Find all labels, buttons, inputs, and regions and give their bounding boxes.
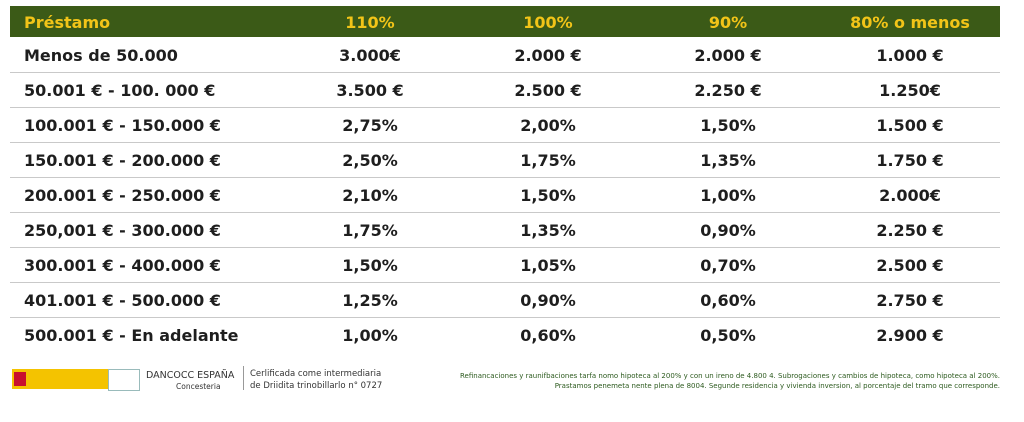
cell-value: 3.000€ (339, 46, 401, 65)
cell-value: 2,00% (520, 116, 576, 135)
cell-value: 1.000 € (876, 46, 944, 65)
cell-value: 2.500 € (514, 81, 582, 100)
note-line: Prastamos penemeta nente plena de 8004. … (554, 382, 1000, 390)
cell-value: 0,90% (700, 221, 756, 240)
cell-value: 0,70% (700, 256, 756, 275)
divider (243, 366, 244, 390)
cell-value: 1,05% (520, 256, 576, 275)
row-label: 50.001 € - 100. 000 € (24, 81, 216, 100)
cell-value: 1,75% (342, 221, 398, 240)
row-label: 401.001 € - 500.000 € (24, 291, 221, 310)
row-separator (10, 247, 1000, 248)
row-label: 500.001 € - En adelante (24, 326, 239, 345)
cell-value: 2.900 € (876, 326, 944, 345)
cell-value: 2.000 € (514, 46, 582, 65)
cell-value: 2.500 € (876, 256, 944, 275)
cell-value: 1,00% (342, 326, 398, 345)
cell-value: 0,60% (700, 291, 756, 310)
header-cell: 110% (345, 13, 395, 32)
cell-value: 1,35% (700, 151, 756, 170)
cert-line: de Driidita trinobillarlo n° 0727 (250, 381, 383, 391)
cell-value: 2,10% (342, 186, 398, 205)
row-label: 100.001 € - 150.000 € (24, 116, 221, 135)
cell-value: 2,50% (342, 151, 398, 170)
cell-value: 2.750 € (876, 291, 944, 310)
cell-value: 0,60% (520, 326, 576, 345)
header-cell: 90% (708, 13, 748, 32)
cell-value: 2.250 € (876, 221, 944, 240)
row-label: 200.001 € - 250.000 € (24, 186, 221, 205)
cell-value: 1,50% (700, 116, 756, 135)
cell-value: 0,90% (520, 291, 576, 310)
header-cell: Préstamo (24, 13, 111, 32)
cell-value: 2,75% (342, 116, 398, 135)
row-separator (10, 317, 1000, 318)
row-separator (10, 72, 1000, 73)
table-header: Préstamo 110% 100% 90% 80% o menos (10, 6, 1000, 37)
cell-value: 2.250 € (694, 81, 762, 100)
cell-value: 1.500 € (876, 116, 944, 135)
cell-value: 1,50% (342, 256, 398, 275)
header-cell: 100% (523, 13, 573, 32)
cell-value: 1,00% (700, 186, 756, 205)
eu-logo (108, 369, 140, 391)
brand-sub: Concesteria (176, 382, 221, 391)
row-separator (10, 282, 1000, 283)
row-label: 150.001 € - 200.000 € (24, 151, 221, 170)
row-separator (10, 177, 1000, 178)
header-cell: 80% o menos (850, 13, 970, 32)
row-label: 300.001 € - 400.000 € (24, 256, 221, 275)
cell-value: 1,35% (520, 221, 576, 240)
cell-value: 3.500 € (336, 81, 404, 100)
cell-value: 1.250€ (879, 81, 941, 100)
row-label: Menos de 50.000 (24, 46, 178, 65)
brand: DANCOCC ESPAÑA (146, 370, 235, 381)
note-line: Refinancaciones y raunifbaciones tarfa n… (460, 372, 1000, 380)
cell-value: 0,50% (700, 326, 756, 345)
cell-value: 2.000€ (879, 186, 941, 205)
row-label: 250,001 € - 300.000 € (24, 221, 221, 240)
cell-value: 1,25% (342, 291, 398, 310)
cell-value: 1,50% (520, 186, 576, 205)
row-separator (10, 107, 1000, 108)
gov-logo-emblem (14, 372, 26, 386)
cell-value: 1.750 € (876, 151, 944, 170)
row-separator (10, 212, 1000, 213)
cell-value: 2.000 € (694, 46, 762, 65)
row-separator (10, 142, 1000, 143)
cell-value: 1,75% (520, 151, 576, 170)
cert-line: Cerlificada come intermediaria (250, 369, 382, 379)
